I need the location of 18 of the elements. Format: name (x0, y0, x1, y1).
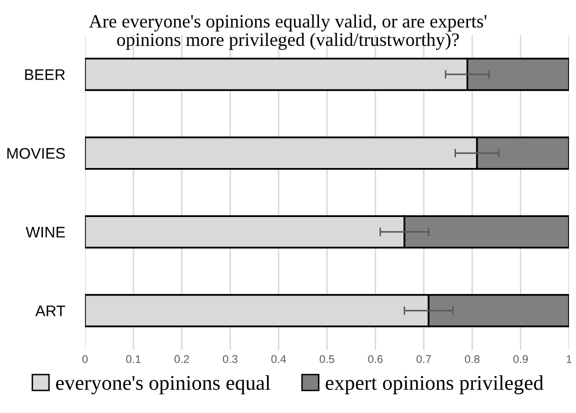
x-tick-label: 0.7 (416, 355, 431, 364)
x-tick-label: 0.3 (222, 355, 238, 364)
x-tick-label: 0.4 (271, 355, 286, 364)
y-tick-label: MOVIES (7, 148, 65, 159)
y-tick-label: BEER (25, 69, 65, 80)
x-tick-label: 0.1 (126, 355, 141, 364)
x-tick-label: 0.5 (320, 355, 334, 364)
y-tick-label: WINE (26, 226, 65, 238)
x-tick-label: 0 (82, 355, 88, 364)
chart-title: Are everyone's opinions equally valid, or are experts' opinions more privileged (valid/trustworthy)? (89, 14, 486, 50)
y-tick-label: ART (35, 306, 66, 316)
x-tick-label: 0.8 (464, 355, 480, 364)
legend-label: expert opinions privileged (326, 375, 544, 394)
x-tick-label: 1 (566, 355, 572, 363)
x-tick-label: 0.2 (174, 355, 189, 364)
x-tick-label: 0.6 (368, 355, 383, 364)
legend-label: everyone's opinions equal (56, 375, 270, 394)
x-tick-label: 0.9 (513, 355, 528, 364)
